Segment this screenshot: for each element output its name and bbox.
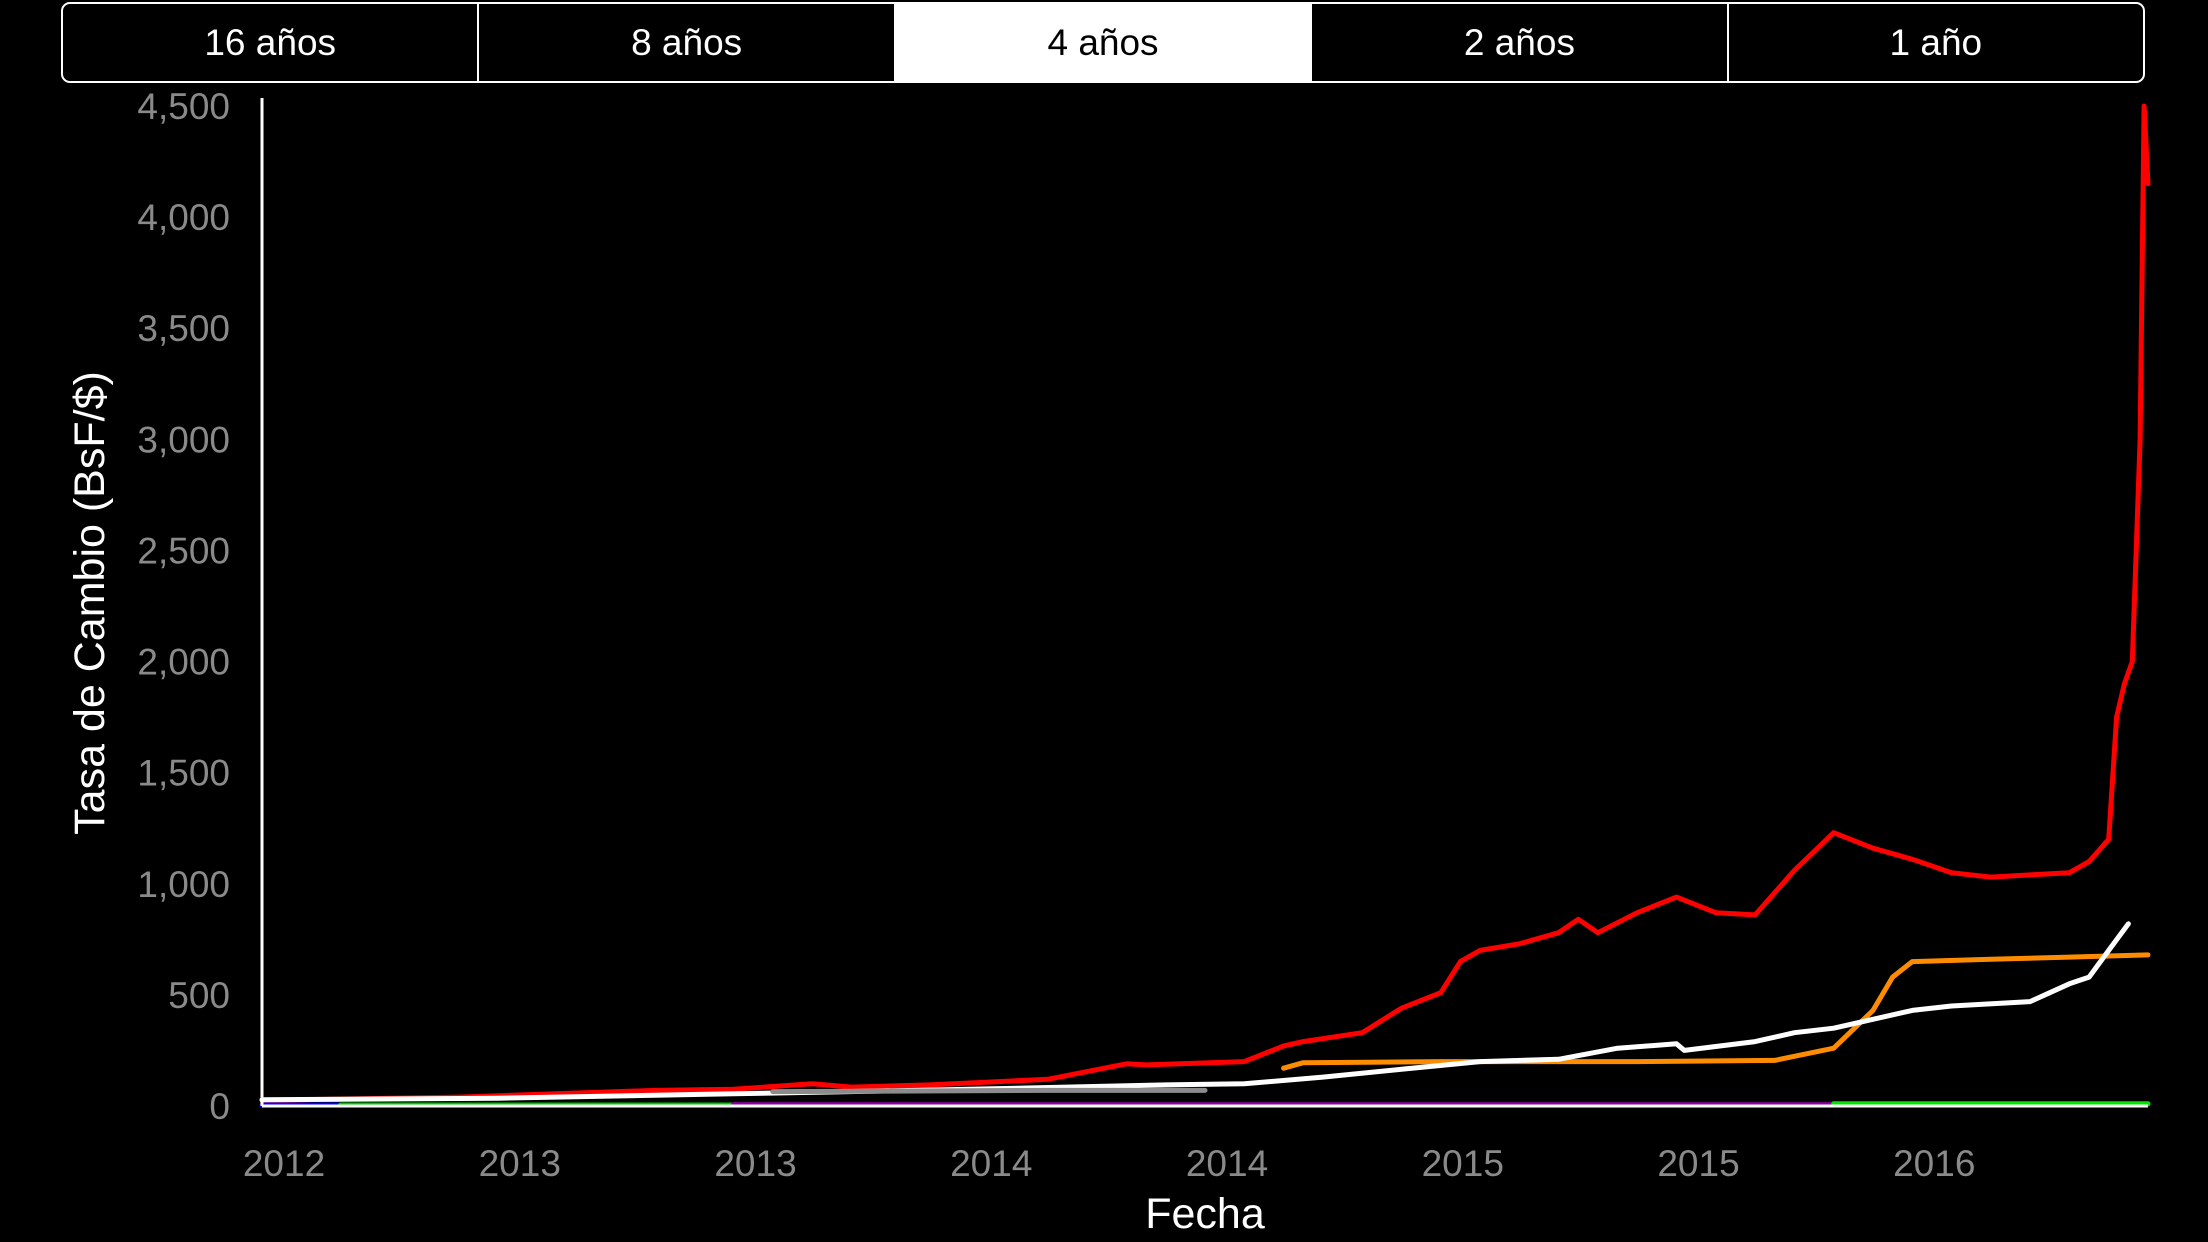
x-tick-label: 2013: [714, 1143, 796, 1184]
segment-8-years[interactable]: 8 años: [477, 4, 893, 81]
y-tick-label: 3,000: [137, 419, 230, 460]
x-tick-label: 2016: [1893, 1143, 1975, 1184]
y-tick-label: 4,000: [137, 197, 230, 238]
series-line-3: [259, 921, 2131, 1103]
x-tick-label: 2014: [1186, 1143, 1268, 1184]
y-tick-label: 500: [168, 975, 230, 1016]
series-line-1: [259, 103, 2151, 1103]
segment-4-years[interactable]: 4 años: [893, 4, 1311, 81]
chart-series: [259, 103, 2151, 1108]
x-axis-ticks: 2012 2013 2013 2014 2014 2015 2015 2016: [243, 1143, 1976, 1184]
y-tick-label: 1,000: [137, 864, 230, 905]
segment-1-year[interactable]: 1 año: [1726, 4, 2143, 81]
x-tick-label: 2014: [950, 1143, 1032, 1184]
x-axis-label: Fecha: [1145, 1190, 1265, 1238]
x-tick-label: 2013: [479, 1143, 561, 1184]
y-tick-label: 3,500: [137, 308, 230, 349]
y-tick-label: 2,500: [137, 530, 230, 571]
time-range-segmented-control: 16 años 8 años 4 años 2 años 1 año: [61, 2, 2145, 83]
y-tick-label: 2,000: [137, 642, 230, 683]
x-tick-label: 2012: [243, 1143, 325, 1184]
x-tick-label: 2015: [1657, 1143, 1739, 1184]
y-axis-ticks: 0 500 1,000 1,500 2,000 2,500 3,000 3,500 4,000 4…: [137, 86, 230, 1127]
segment-2-years[interactable]: 2 años: [1310, 4, 1726, 81]
y-axis-label: Tasa de Cambio (BsF/$): [66, 371, 114, 835]
series-line-2: [1281, 952, 2151, 1071]
y-tick-label: 0: [209, 1086, 230, 1127]
y-tick-label: 4,500: [137, 86, 230, 127]
x-tick-label: 2015: [1422, 1143, 1504, 1184]
series-line-4: [770, 1087, 1208, 1095]
y-tick-label: 1,500: [137, 753, 230, 794]
segment-16-years[interactable]: 16 años: [204, 21, 337, 63]
